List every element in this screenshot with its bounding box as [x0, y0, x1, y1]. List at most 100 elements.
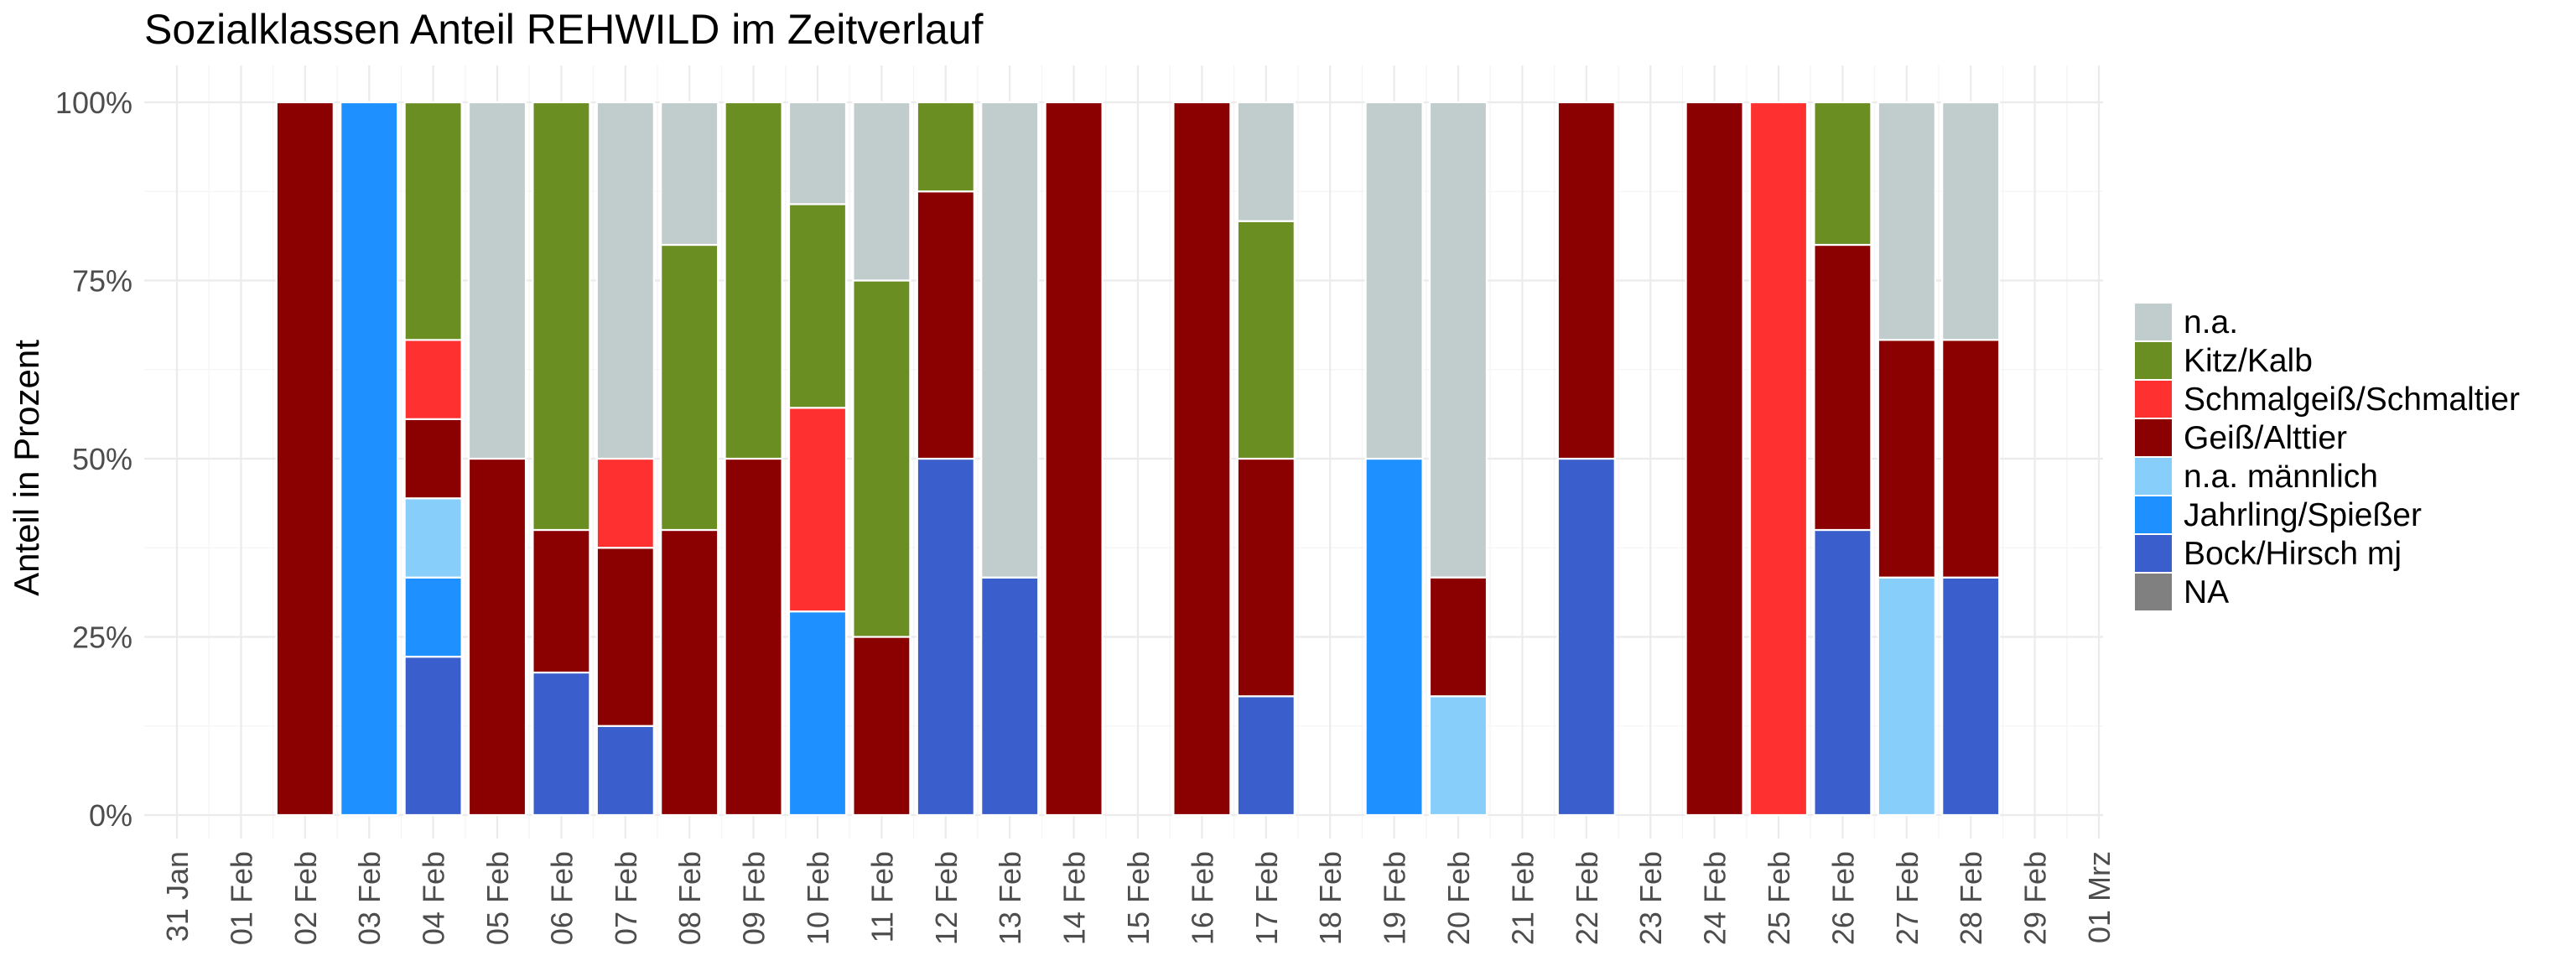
y-tick-label: 0%: [89, 798, 132, 833]
x-tick-label: 17 Feb: [1249, 851, 1284, 945]
bar-segment: [467, 457, 527, 817]
x-tick-label: 31 Jan: [160, 851, 195, 942]
bar-segment: [787, 203, 848, 409]
x-tick-label: 16 Feb: [1185, 851, 1219, 945]
bar-segment: [595, 547, 655, 727]
bar-segment: [1364, 101, 1424, 460]
x-tick-label: 10 Feb: [801, 851, 835, 945]
bar-segment: [595, 724, 655, 817]
legend-swatch: [2135, 574, 2172, 610]
bar-segment: [467, 101, 527, 460]
x-tick-label: 24 Feb: [1698, 851, 1732, 945]
bar-segment: [403, 576, 463, 658]
bar-segment: [1172, 101, 1232, 817]
bar-segment: [787, 610, 848, 817]
bar-segment: [1236, 220, 1296, 460]
x-tick-label: 26 Feb: [1826, 851, 1860, 945]
legend-swatch: [2135, 419, 2172, 456]
bar-segment: [1813, 243, 1872, 532]
bar-segment: [916, 190, 975, 460]
x-tick-label: 22 Feb: [1570, 851, 1604, 945]
x-tick-label: 19 Feb: [1378, 851, 1412, 945]
bar-segment: [532, 671, 591, 817]
bar-segment: [403, 101, 463, 341]
bar-segment: [1236, 101, 1296, 222]
x-tick-label: 09 Feb: [737, 851, 771, 945]
bar-segment: [787, 407, 848, 613]
legend-label: Geiß/Alttier: [2184, 420, 2347, 456]
x-tick-label: 05 Feb: [480, 851, 515, 945]
y-axis-ticks: 0% 25% 50% 75% 100%: [55, 86, 132, 833]
x-tick-label: 02 Feb: [288, 851, 323, 945]
bar-segment: [852, 279, 911, 638]
bar-segment: [1428, 101, 1488, 579]
bar-segment: [660, 528, 719, 817]
legend-swatch: [2135, 496, 2172, 533]
bar-segment: [1685, 101, 1744, 817]
legend-label: Bock/Hirsch mj: [2184, 536, 2402, 572]
bar-segment: [275, 101, 335, 817]
bar-segment: [787, 101, 848, 205]
x-tick-label: 01 Feb: [224, 851, 258, 945]
x-tick-label: 12 Feb: [929, 851, 963, 945]
bar-segment: [1236, 695, 1296, 817]
bar-segment: [1941, 339, 2001, 579]
bar-segment: [1556, 457, 1616, 817]
y-axis-label: Anteil in Prozent: [7, 340, 46, 596]
legend-swatch: [2135, 458, 2172, 495]
bar-segment: [595, 101, 655, 460]
bar-segment: [724, 457, 783, 817]
bar-segment: [916, 101, 975, 193]
bar-segment: [1941, 101, 2001, 341]
x-axis-ticks: 31 Jan 01 Feb 02 Feb 03 Feb 04 Feb 05 Feb 06 F…: [160, 851, 2116, 945]
bar-segment: [1364, 457, 1424, 817]
x-tick-label: 13 Feb: [993, 851, 1027, 945]
bar-segment: [1813, 528, 1872, 817]
bar-segment: [403, 656, 463, 817]
bar-segment: [1877, 339, 1936, 579]
bar-segment: [1877, 576, 1936, 817]
legend-swatch: [2135, 304, 2172, 340]
bar-segment: [852, 101, 911, 282]
x-tick-label: 01 Mrz: [2082, 851, 2116, 943]
bar-segment: [852, 636, 911, 817]
legend-swatch: [2135, 535, 2172, 572]
legend-label: n.a.: [2184, 304, 2238, 340]
bar-segment: [1428, 695, 1488, 817]
y-tick-label: 25%: [72, 621, 132, 655]
bar-segment: [340, 101, 399, 817]
x-tick-label: 08 Feb: [673, 851, 707, 945]
bar-segment: [980, 576, 1040, 817]
x-tick-label: 14 Feb: [1057, 851, 1092, 945]
x-tick-label: 23 Feb: [1633, 851, 1668, 945]
bar-segment: [724, 101, 783, 460]
bar-segment: [916, 457, 975, 817]
x-tick-label: 28 Feb: [1954, 851, 1988, 945]
bar-segment: [1556, 101, 1616, 460]
legend-label: Schmalgeiß/Schmaltier: [2184, 382, 2520, 418]
legend-label: Kitz/Kalb: [2184, 343, 2313, 379]
bar-segment: [532, 101, 591, 532]
bar-segment: [980, 101, 1040, 579]
x-tick-label: 25 Feb: [1762, 851, 1796, 945]
legend-swatch: [2135, 381, 2172, 418]
bar-segment: [1428, 576, 1488, 698]
bar-segment: [532, 528, 591, 674]
bar-segment: [403, 418, 463, 500]
x-tick-label: 29 Feb: [2018, 851, 2053, 945]
x-tick-label: 27 Feb: [1890, 851, 1924, 945]
bar-segment: [1044, 101, 1104, 817]
x-tick-label: 11 Feb: [865, 851, 899, 943]
x-tick-label: 04 Feb: [417, 851, 451, 945]
legend-label: Jahrling/Spießer: [2184, 497, 2422, 533]
bars: [275, 101, 2001, 817]
x-tick-label: 03 Feb: [352, 851, 387, 945]
legend-label: NA: [2184, 574, 2229, 610]
x-tick-label: 15 Feb: [1121, 851, 1156, 945]
x-tick-label: 18 Feb: [1313, 851, 1348, 945]
legend: n.a.Kitz/KalbSchmalgeiß/SchmaltierGeiß/A…: [2135, 304, 2520, 610]
y-tick-label: 50%: [72, 442, 132, 476]
bar-segment: [403, 339, 463, 420]
bar-segment: [595, 457, 655, 549]
